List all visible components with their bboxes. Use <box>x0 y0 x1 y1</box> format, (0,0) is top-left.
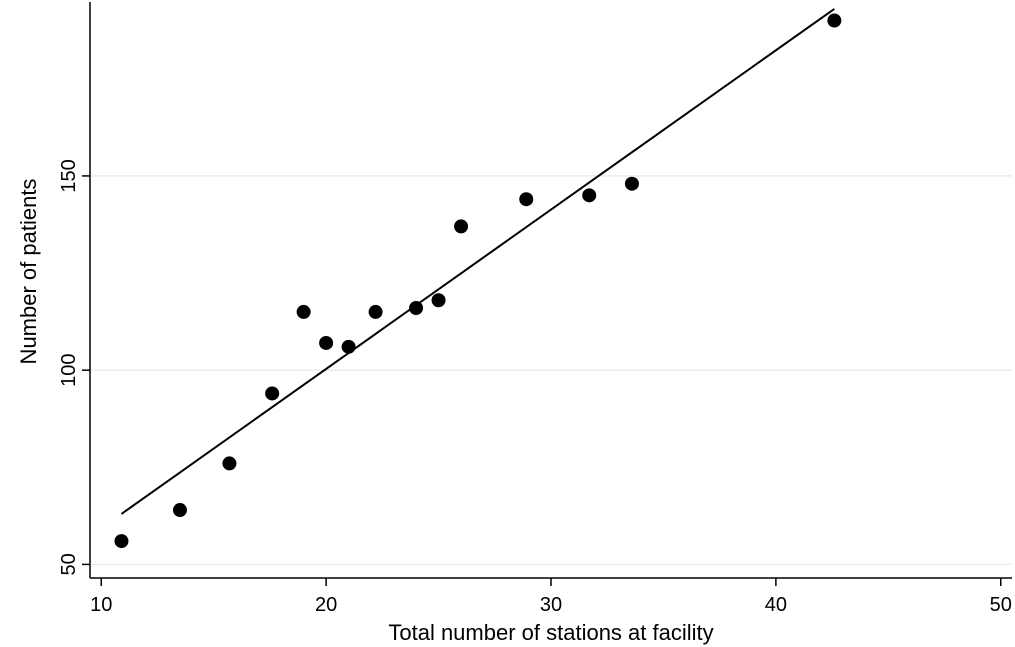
x-tick-label: 10 <box>90 594 112 616</box>
axes <box>82 2 1012 586</box>
data-point <box>319 335 334 350</box>
data-point <box>265 386 280 401</box>
fit-line <box>120 8 835 515</box>
y-tick-label: 100 <box>58 353 80 386</box>
x-tick-label: 40 <box>765 594 787 616</box>
y-axis-title: Number of patients <box>16 179 41 365</box>
data-point <box>114 534 129 549</box>
data-points <box>114 13 842 549</box>
y-tick-label: 150 <box>58 159 80 192</box>
data-point <box>341 339 356 354</box>
fit-line-group <box>120 8 835 515</box>
x-tick-label: 20 <box>315 594 337 616</box>
x-tick-label: 30 <box>540 594 562 616</box>
data-point <box>827 13 842 28</box>
grid-lines <box>90 175 1012 566</box>
data-point <box>222 456 237 471</box>
x-tick-label: 50 <box>990 594 1012 616</box>
data-point <box>409 301 424 316</box>
data-point <box>431 293 446 308</box>
data-point <box>519 192 534 207</box>
data-point <box>454 219 469 234</box>
data-point <box>624 176 639 191</box>
data-point <box>582 188 597 203</box>
y-tick-label: 50 <box>58 553 80 575</box>
data-point <box>368 304 383 319</box>
x-axis-title: Total number of stations at facility <box>388 620 713 645</box>
data-point <box>296 304 311 319</box>
tick-labels: 10 20 30 40 50 50 100 150 <box>58 159 1012 616</box>
data-point <box>172 503 187 518</box>
